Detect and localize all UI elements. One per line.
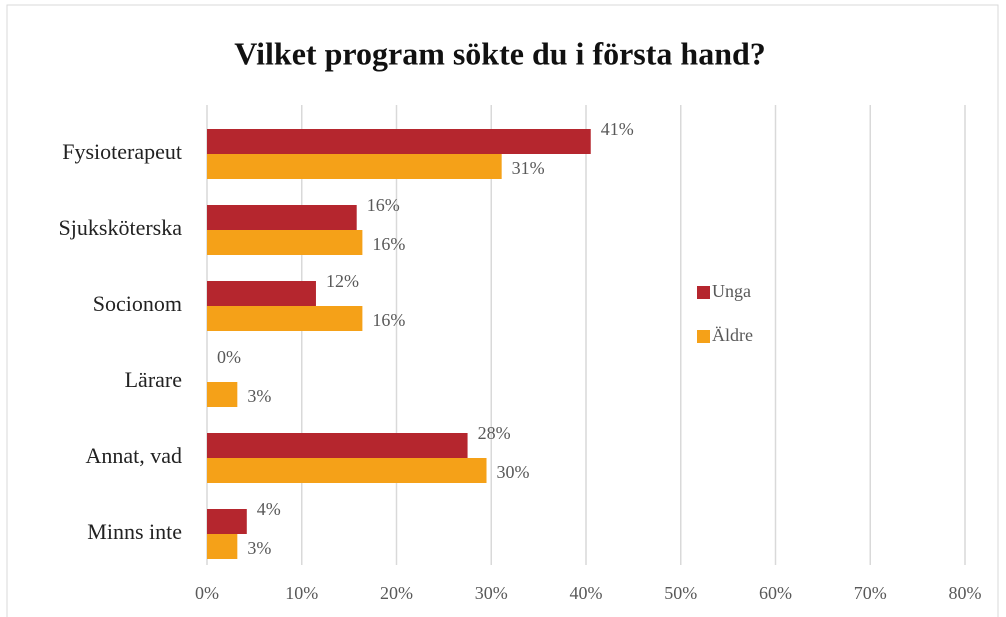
data-label: 28% [478, 423, 511, 443]
data-label: 30% [497, 462, 530, 482]
bar [207, 154, 502, 179]
bar [207, 458, 487, 483]
data-label: 16% [367, 195, 400, 215]
x-tick-label: 30% [475, 583, 508, 603]
x-tick-label: 80% [949, 583, 982, 603]
x-tick-label: 0% [195, 583, 219, 603]
x-tick-label: 50% [664, 583, 697, 603]
legend-swatch [697, 330, 710, 343]
bar [207, 230, 363, 255]
bar [207, 509, 247, 534]
y-tick-label: Minns inte [87, 519, 182, 544]
y-tick-label: Annat, vad [85, 443, 182, 468]
bar [207, 382, 238, 407]
x-tick-label: 70% [854, 583, 887, 603]
y-tick-label: Lärare [125, 367, 182, 392]
bar [207, 281, 316, 306]
bar [207, 433, 468, 458]
data-label: 4% [257, 499, 281, 519]
data-label: 0% [217, 347, 241, 367]
data-label: 16% [372, 234, 405, 254]
x-tick-label: 60% [759, 583, 792, 603]
chart-title: Vilket program sökte du i första hand? [234, 35, 766, 71]
x-tick-label: 10% [285, 583, 318, 603]
y-tick-label: Sjuksköterska [59, 215, 183, 240]
bar [207, 306, 363, 331]
data-label: 41% [601, 119, 634, 139]
x-tick-label: 20% [380, 583, 413, 603]
x-tick-label: 40% [570, 583, 603, 603]
chart-border [6, 4, 999, 617]
data-label: 12% [326, 271, 359, 291]
y-tick-label: Socionom [93, 291, 182, 316]
y-tick-label: Fysioterapeut [62, 139, 182, 164]
legend-label: Äldre [712, 325, 753, 345]
legend-label: Unga [712, 281, 751, 301]
legend-swatch [697, 286, 710, 299]
bar [207, 205, 357, 230]
data-label: 16% [372, 310, 405, 330]
data-label: 31% [512, 158, 545, 178]
data-label: 3% [247, 386, 271, 406]
data-label: 3% [247, 538, 271, 558]
bar [207, 534, 238, 559]
bar [207, 129, 591, 154]
